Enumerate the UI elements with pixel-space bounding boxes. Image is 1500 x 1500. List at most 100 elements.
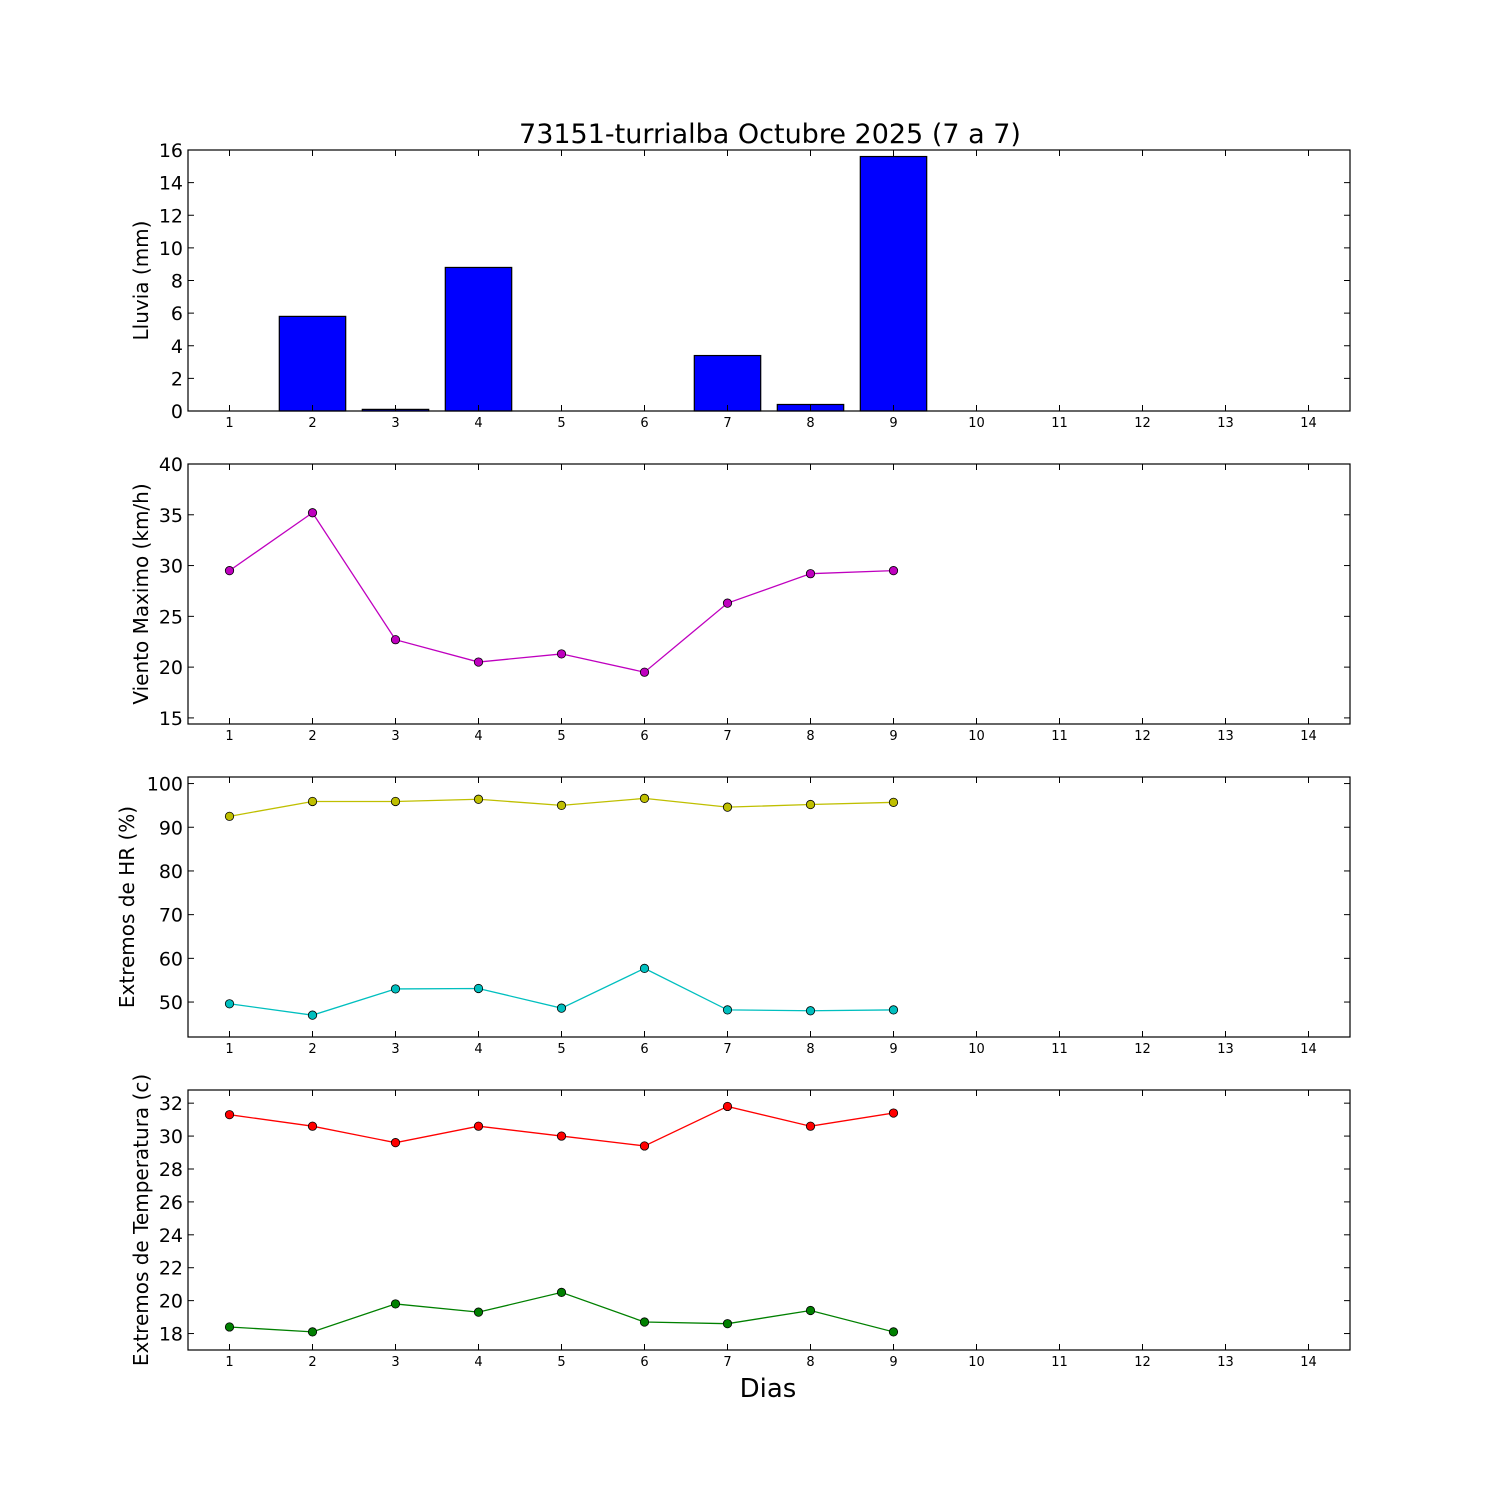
x-tick-label: 6 bbox=[640, 1042, 648, 1057]
y-tick-label: 100 bbox=[147, 774, 183, 796]
y-tick-label: 24 bbox=[159, 1225, 183, 1247]
x-tick-label: 14 bbox=[1300, 1042, 1317, 1057]
point-s1-day-8 bbox=[805, 799, 816, 810]
x-tick-label: 9 bbox=[889, 1355, 897, 1370]
plot-area bbox=[188, 464, 1350, 724]
y-tick-label: 15 bbox=[159, 708, 183, 730]
y-tick-label: 70 bbox=[159, 905, 183, 927]
x-tick-label: 11 bbox=[1051, 416, 1068, 431]
plot-area bbox=[188, 777, 1350, 1037]
y-tick-label: 0 bbox=[171, 401, 183, 423]
x-tick-label: 8 bbox=[806, 1355, 814, 1370]
point-s1-day-3 bbox=[390, 1138, 401, 1148]
x-tick-label: 5 bbox=[557, 1355, 565, 1370]
y-tick-label: 50 bbox=[159, 992, 183, 1014]
point-s1-day-2 bbox=[307, 1121, 318, 1131]
y-tick-label: 90 bbox=[159, 817, 183, 839]
x-tick-label: 5 bbox=[557, 729, 565, 744]
point-s2-day-3 bbox=[390, 984, 401, 994]
point-s1-day-9 bbox=[888, 797, 899, 807]
x-tick-label: 4 bbox=[474, 729, 482, 744]
y-tick-label: 32 bbox=[159, 1093, 183, 1115]
x-tick-label: 10 bbox=[968, 1355, 985, 1370]
y-tick-label: 8 bbox=[171, 271, 183, 293]
x-tick-label: 7 bbox=[723, 729, 731, 744]
x-tick-label: 1 bbox=[225, 1355, 233, 1370]
point-s1-day-7 bbox=[722, 598, 733, 608]
point-s2-day-4 bbox=[473, 983, 484, 994]
point-s2-day-2 bbox=[307, 1327, 318, 1337]
point-s1-day-3 bbox=[390, 796, 401, 807]
point-s1-day-4 bbox=[473, 657, 484, 667]
point-s1-day-6 bbox=[639, 1141, 650, 1151]
x-tick-label: 3 bbox=[391, 729, 399, 744]
x-tick-label: 3 bbox=[391, 416, 399, 431]
x-tick-label: 13 bbox=[1217, 729, 1234, 744]
bar-day-2 bbox=[278, 315, 347, 412]
x-tick-label: 6 bbox=[640, 729, 648, 744]
x-tick-label: 12 bbox=[1134, 1355, 1151, 1370]
point-s1-day-6 bbox=[639, 793, 650, 804]
x-tick-label: 7 bbox=[723, 1355, 731, 1370]
plot-frame bbox=[187, 776, 1351, 1038]
y-tick-label: 10 bbox=[159, 238, 183, 260]
panel-4: 1 2 3 4 5 6 7 8 9 10 11 12 13 141820222426283032Extre… bbox=[129, 1074, 1351, 1370]
y-tick-label: 16 bbox=[159, 140, 183, 162]
point-s1-day-7 bbox=[722, 802, 733, 812]
x-tick-label: 2 bbox=[308, 1042, 316, 1057]
x-tick-label: 9 bbox=[889, 729, 897, 744]
x-tick-label: 12 bbox=[1134, 1042, 1151, 1057]
x-tick-label: 2 bbox=[308, 1355, 316, 1370]
point-s2-day-6 bbox=[639, 1317, 650, 1327]
x-tick-label: 3 bbox=[391, 1042, 399, 1057]
point-s1-day-9 bbox=[888, 566, 899, 576]
x-tick-label: 11 bbox=[1051, 1042, 1068, 1057]
x-tick-label: 1 bbox=[225, 1042, 233, 1057]
point-s1-day-8 bbox=[805, 1121, 816, 1131]
y-tick-label: 2 bbox=[171, 368, 183, 390]
point-s1-day-5 bbox=[556, 800, 567, 811]
point-s2-day-6 bbox=[639, 963, 650, 973]
x-tick-label: 10 bbox=[968, 416, 985, 431]
y-tick-label: 28 bbox=[159, 1159, 183, 1181]
x-tick-label: 5 bbox=[557, 1042, 565, 1057]
point-s2-day-5 bbox=[556, 1003, 567, 1013]
x-tick-label: 6 bbox=[640, 1355, 648, 1370]
point-s1-day-2 bbox=[307, 796, 318, 807]
point-s1-day-5 bbox=[556, 1131, 567, 1141]
x-tick-label: 6 bbox=[640, 416, 648, 431]
point-s2-day-2 bbox=[307, 1010, 318, 1020]
point-s2-day-9 bbox=[888, 1327, 899, 1337]
point-s2-day-1 bbox=[224, 1322, 235, 1332]
x-tick-label: 13 bbox=[1217, 1042, 1234, 1057]
x-tick-label: 11 bbox=[1051, 1355, 1068, 1370]
point-s1-day-7 bbox=[722, 1101, 733, 1112]
x-tick-label: 10 bbox=[968, 729, 985, 744]
point-s1-day-2 bbox=[307, 508, 318, 518]
y-axis-label: Extremos de Temperatura (c) bbox=[129, 1074, 153, 1366]
bar-day-7 bbox=[693, 354, 762, 412]
plot-frame bbox=[187, 463, 1351, 725]
y-tick-label: 80 bbox=[159, 861, 183, 883]
x-tick-label: 11 bbox=[1051, 729, 1068, 744]
x-tick-label: 9 bbox=[889, 1042, 897, 1057]
point-s1-day-1 bbox=[224, 566, 235, 576]
y-tick-label: 40 bbox=[159, 454, 183, 476]
y-tick-label: 26 bbox=[159, 1192, 183, 1214]
point-s2-day-5 bbox=[556, 1287, 567, 1298]
point-s2-day-8 bbox=[805, 1305, 816, 1316]
x-tick-label: 2 bbox=[308, 729, 316, 744]
x-tick-label: 7 bbox=[723, 1042, 731, 1057]
x-tick-label: 4 bbox=[474, 416, 482, 431]
y-tick-label: 35 bbox=[159, 505, 183, 527]
point-s2-day-8 bbox=[805, 1006, 816, 1016]
point-s1-day-6 bbox=[639, 667, 650, 677]
x-tick-label: 4 bbox=[474, 1355, 482, 1370]
bar-day-4 bbox=[444, 266, 513, 412]
x-tick-label: 13 bbox=[1217, 416, 1234, 431]
x-tick-label: 3 bbox=[391, 1355, 399, 1370]
x-tick-label: 1 bbox=[225, 729, 233, 744]
